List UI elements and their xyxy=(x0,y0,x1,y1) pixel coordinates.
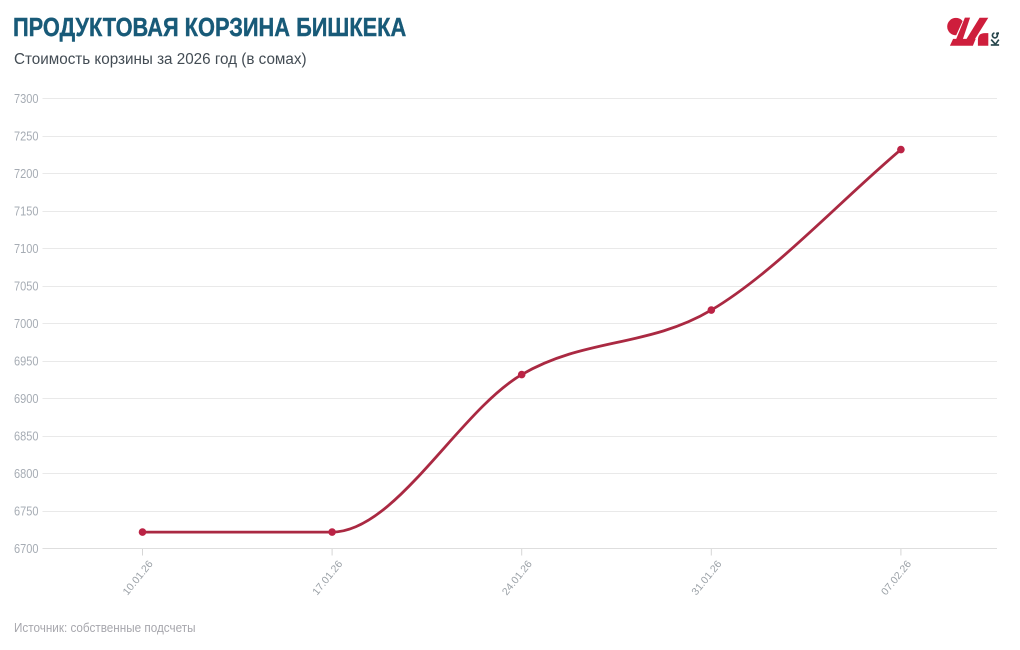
svg-text:24.01.26: 24.01.26 xyxy=(500,559,535,598)
svg-text:17.01.26: 17.01.26 xyxy=(311,559,346,598)
svg-text:6900: 6900 xyxy=(14,392,39,406)
svg-text:6700: 6700 xyxy=(14,542,39,556)
svg-text:7050: 7050 xyxy=(14,280,39,294)
svg-text:7200: 7200 xyxy=(14,167,39,181)
svg-text:10.01.26: 10.01.26 xyxy=(121,559,156,598)
svg-text:07.02.26: 07.02.26 xyxy=(880,559,915,598)
svg-text:7300: 7300 xyxy=(14,92,39,106)
svg-text:6850: 6850 xyxy=(14,430,39,444)
svg-text:7150: 7150 xyxy=(14,205,39,219)
svg-text:7100: 7100 xyxy=(14,242,39,256)
svg-text:31.01.26: 31.01.26 xyxy=(690,559,725,598)
svg-text:7250: 7250 xyxy=(14,130,39,144)
svg-text:6750: 6750 xyxy=(14,505,39,519)
svg-text:7000: 7000 xyxy=(14,317,39,331)
svg-text:6800: 6800 xyxy=(14,467,39,481)
svg-text:6950: 6950 xyxy=(14,355,39,369)
